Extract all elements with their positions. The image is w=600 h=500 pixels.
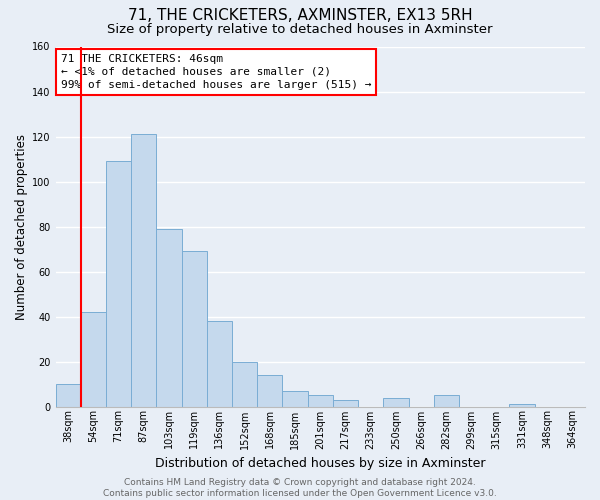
Bar bbox=[56, 384, 81, 406]
Y-axis label: Number of detached properties: Number of detached properties bbox=[15, 134, 28, 320]
Bar bbox=[333, 400, 358, 406]
Text: 71 THE CRICKETERS: 46sqm
← <1% of detached houses are smaller (2)
99% of semi-de: 71 THE CRICKETERS: 46sqm ← <1% of detach… bbox=[61, 54, 371, 90]
Bar bbox=[509, 404, 535, 406]
Text: Size of property relative to detached houses in Axminster: Size of property relative to detached ho… bbox=[107, 22, 493, 36]
Bar bbox=[383, 398, 409, 406]
Bar bbox=[308, 396, 333, 406]
Bar bbox=[207, 321, 232, 406]
Bar bbox=[81, 312, 106, 406]
Bar bbox=[434, 396, 459, 406]
Bar bbox=[106, 162, 131, 406]
Bar bbox=[232, 362, 257, 406]
Text: 71, THE CRICKETERS, AXMINSTER, EX13 5RH: 71, THE CRICKETERS, AXMINSTER, EX13 5RH bbox=[128, 8, 472, 22]
X-axis label: Distribution of detached houses by size in Axminster: Distribution of detached houses by size … bbox=[155, 457, 485, 470]
Bar bbox=[283, 391, 308, 406]
Bar bbox=[157, 229, 182, 406]
Bar bbox=[182, 252, 207, 406]
Bar bbox=[131, 134, 157, 406]
Text: Contains HM Land Registry data © Crown copyright and database right 2024.
Contai: Contains HM Land Registry data © Crown c… bbox=[103, 478, 497, 498]
Bar bbox=[257, 375, 283, 406]
